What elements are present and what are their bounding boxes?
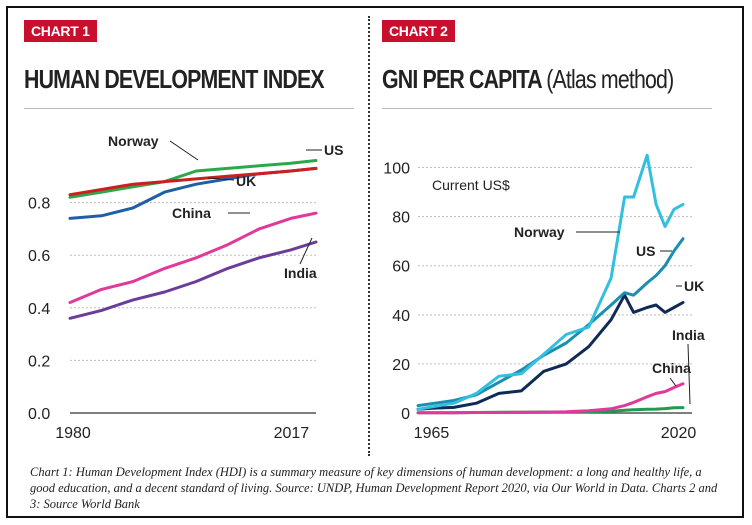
label-leader <box>299 237 313 265</box>
chart2-title-rule <box>382 108 712 109</box>
series-label-india: India <box>284 265 317 281</box>
x-tick-label: 2017 <box>274 425 310 442</box>
y-tick-label: 0 <box>401 406 410 423</box>
series-label-uk: UK <box>684 278 704 294</box>
y-tick-label: 0.2 <box>28 353 50 370</box>
series-line-us <box>416 237 685 408</box>
series-line-india <box>68 240 318 320</box>
units-annotation: Current US$ <box>432 177 510 193</box>
chart-divider <box>368 16 370 456</box>
x-tick-label: 1965 <box>414 425 450 442</box>
series-line-us <box>68 166 318 197</box>
chart2-title-sub: (Atlas method) <box>546 64 674 94</box>
y-tick-label: 0.8 <box>28 196 50 213</box>
series-label-norway: Norway <box>514 224 565 240</box>
y-tick-label: 0.0 <box>28 406 50 423</box>
chart-footnote: Chart 1: Human Development Index (HDI) i… <box>30 465 718 511</box>
y-tick-label: 100 <box>383 161 410 178</box>
y-tick-label: 80 <box>392 210 410 227</box>
label-leader <box>687 343 691 405</box>
y-tick-label: 20 <box>392 357 410 374</box>
series-label-us: US <box>324 142 343 158</box>
chart2-title-main: GNI PER CAPITA <box>382 64 542 94</box>
series-line-norway <box>416 153 685 411</box>
y-tick-label: 60 <box>392 259 410 276</box>
label-leader <box>669 377 677 387</box>
series-label-norway: Norway <box>108 133 159 149</box>
y-tick-label: 40 <box>392 308 410 325</box>
label-leader <box>207 177 235 181</box>
series-line-uk <box>416 293 685 411</box>
chart2-title: GNI PER CAPITA (Atlas method) <box>382 64 674 95</box>
chart1-title: HUMAN DEVELOPMENT INDEX <box>24 64 325 94</box>
series-line-china <box>68 211 318 304</box>
label-leader <box>169 140 199 161</box>
infographic-frame <box>6 6 744 518</box>
chart2-tag: CHART 2 <box>382 20 455 42</box>
x-tick-label: 2020 <box>661 425 697 442</box>
series-label-india: India <box>672 327 705 343</box>
series-label-us: US <box>636 243 655 259</box>
chart1-title-rule <box>24 108 354 109</box>
series-label-china: China <box>172 205 211 221</box>
series-line-norway <box>68 159 318 199</box>
x-tick-label: 1980 <box>55 425 91 442</box>
chart1-tag: CHART 1 <box>24 20 97 42</box>
series-label-china: China <box>652 360 691 376</box>
y-tick-label: 0.6 <box>28 248 50 265</box>
series-line-china <box>416 382 685 415</box>
y-tick-label: 0.4 <box>28 301 50 318</box>
series-label-uk: UK <box>236 173 256 189</box>
